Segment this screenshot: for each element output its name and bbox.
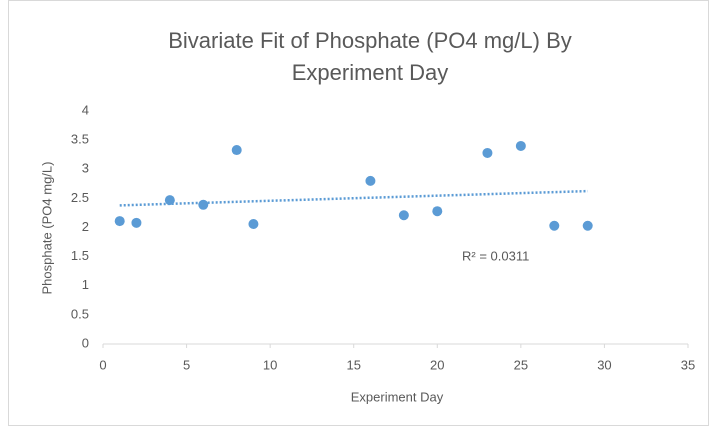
x-tick-label: 10 <box>263 357 277 372</box>
point <box>582 220 593 231</box>
point <box>549 220 560 231</box>
y-tick-label: 1 <box>82 277 89 292</box>
x-tick-label: 30 <box>597 357 611 372</box>
point <box>231 145 242 156</box>
x-tick-label: 20 <box>430 357 444 372</box>
y-tick-label: 0.5 <box>71 306 89 321</box>
y-axis-label: Phosphate (PO4 mg/L) <box>39 162 54 295</box>
point <box>432 206 443 217</box>
y-tick-label: 0 <box>82 335 89 350</box>
point <box>398 210 409 221</box>
x-tick-label: 25 <box>514 357 528 372</box>
chart-frame <box>8 0 709 426</box>
point <box>482 147 493 158</box>
point <box>198 199 209 210</box>
annotation: R² = 0.0311 <box>462 248 529 263</box>
y-tick-label: 1.5 <box>71 248 89 263</box>
x-tick-label: 35 <box>681 357 695 372</box>
point <box>515 140 526 151</box>
y-tick-label: 2.5 <box>71 190 89 205</box>
point <box>131 217 142 228</box>
x-tick-label: 15 <box>346 357 360 372</box>
chart-title: Experiment Day <box>292 60 449 85</box>
y-tick-label: 3.5 <box>71 132 89 147</box>
x-tick-label: 5 <box>183 357 190 372</box>
point <box>114 216 125 227</box>
y-tick-label: 3 <box>82 161 89 176</box>
y-tick-label: 2 <box>82 219 89 234</box>
x-tick-label: 0 <box>99 357 106 372</box>
x-axis-label: Experiment Day <box>351 389 444 404</box>
point <box>248 219 259 230</box>
y-tick-label: 4 <box>82 102 89 117</box>
point <box>164 195 175 206</box>
chart-title: Bivariate Fit of Phosphate (PO4 mg/L) By <box>168 28 572 53</box>
point <box>365 175 376 186</box>
